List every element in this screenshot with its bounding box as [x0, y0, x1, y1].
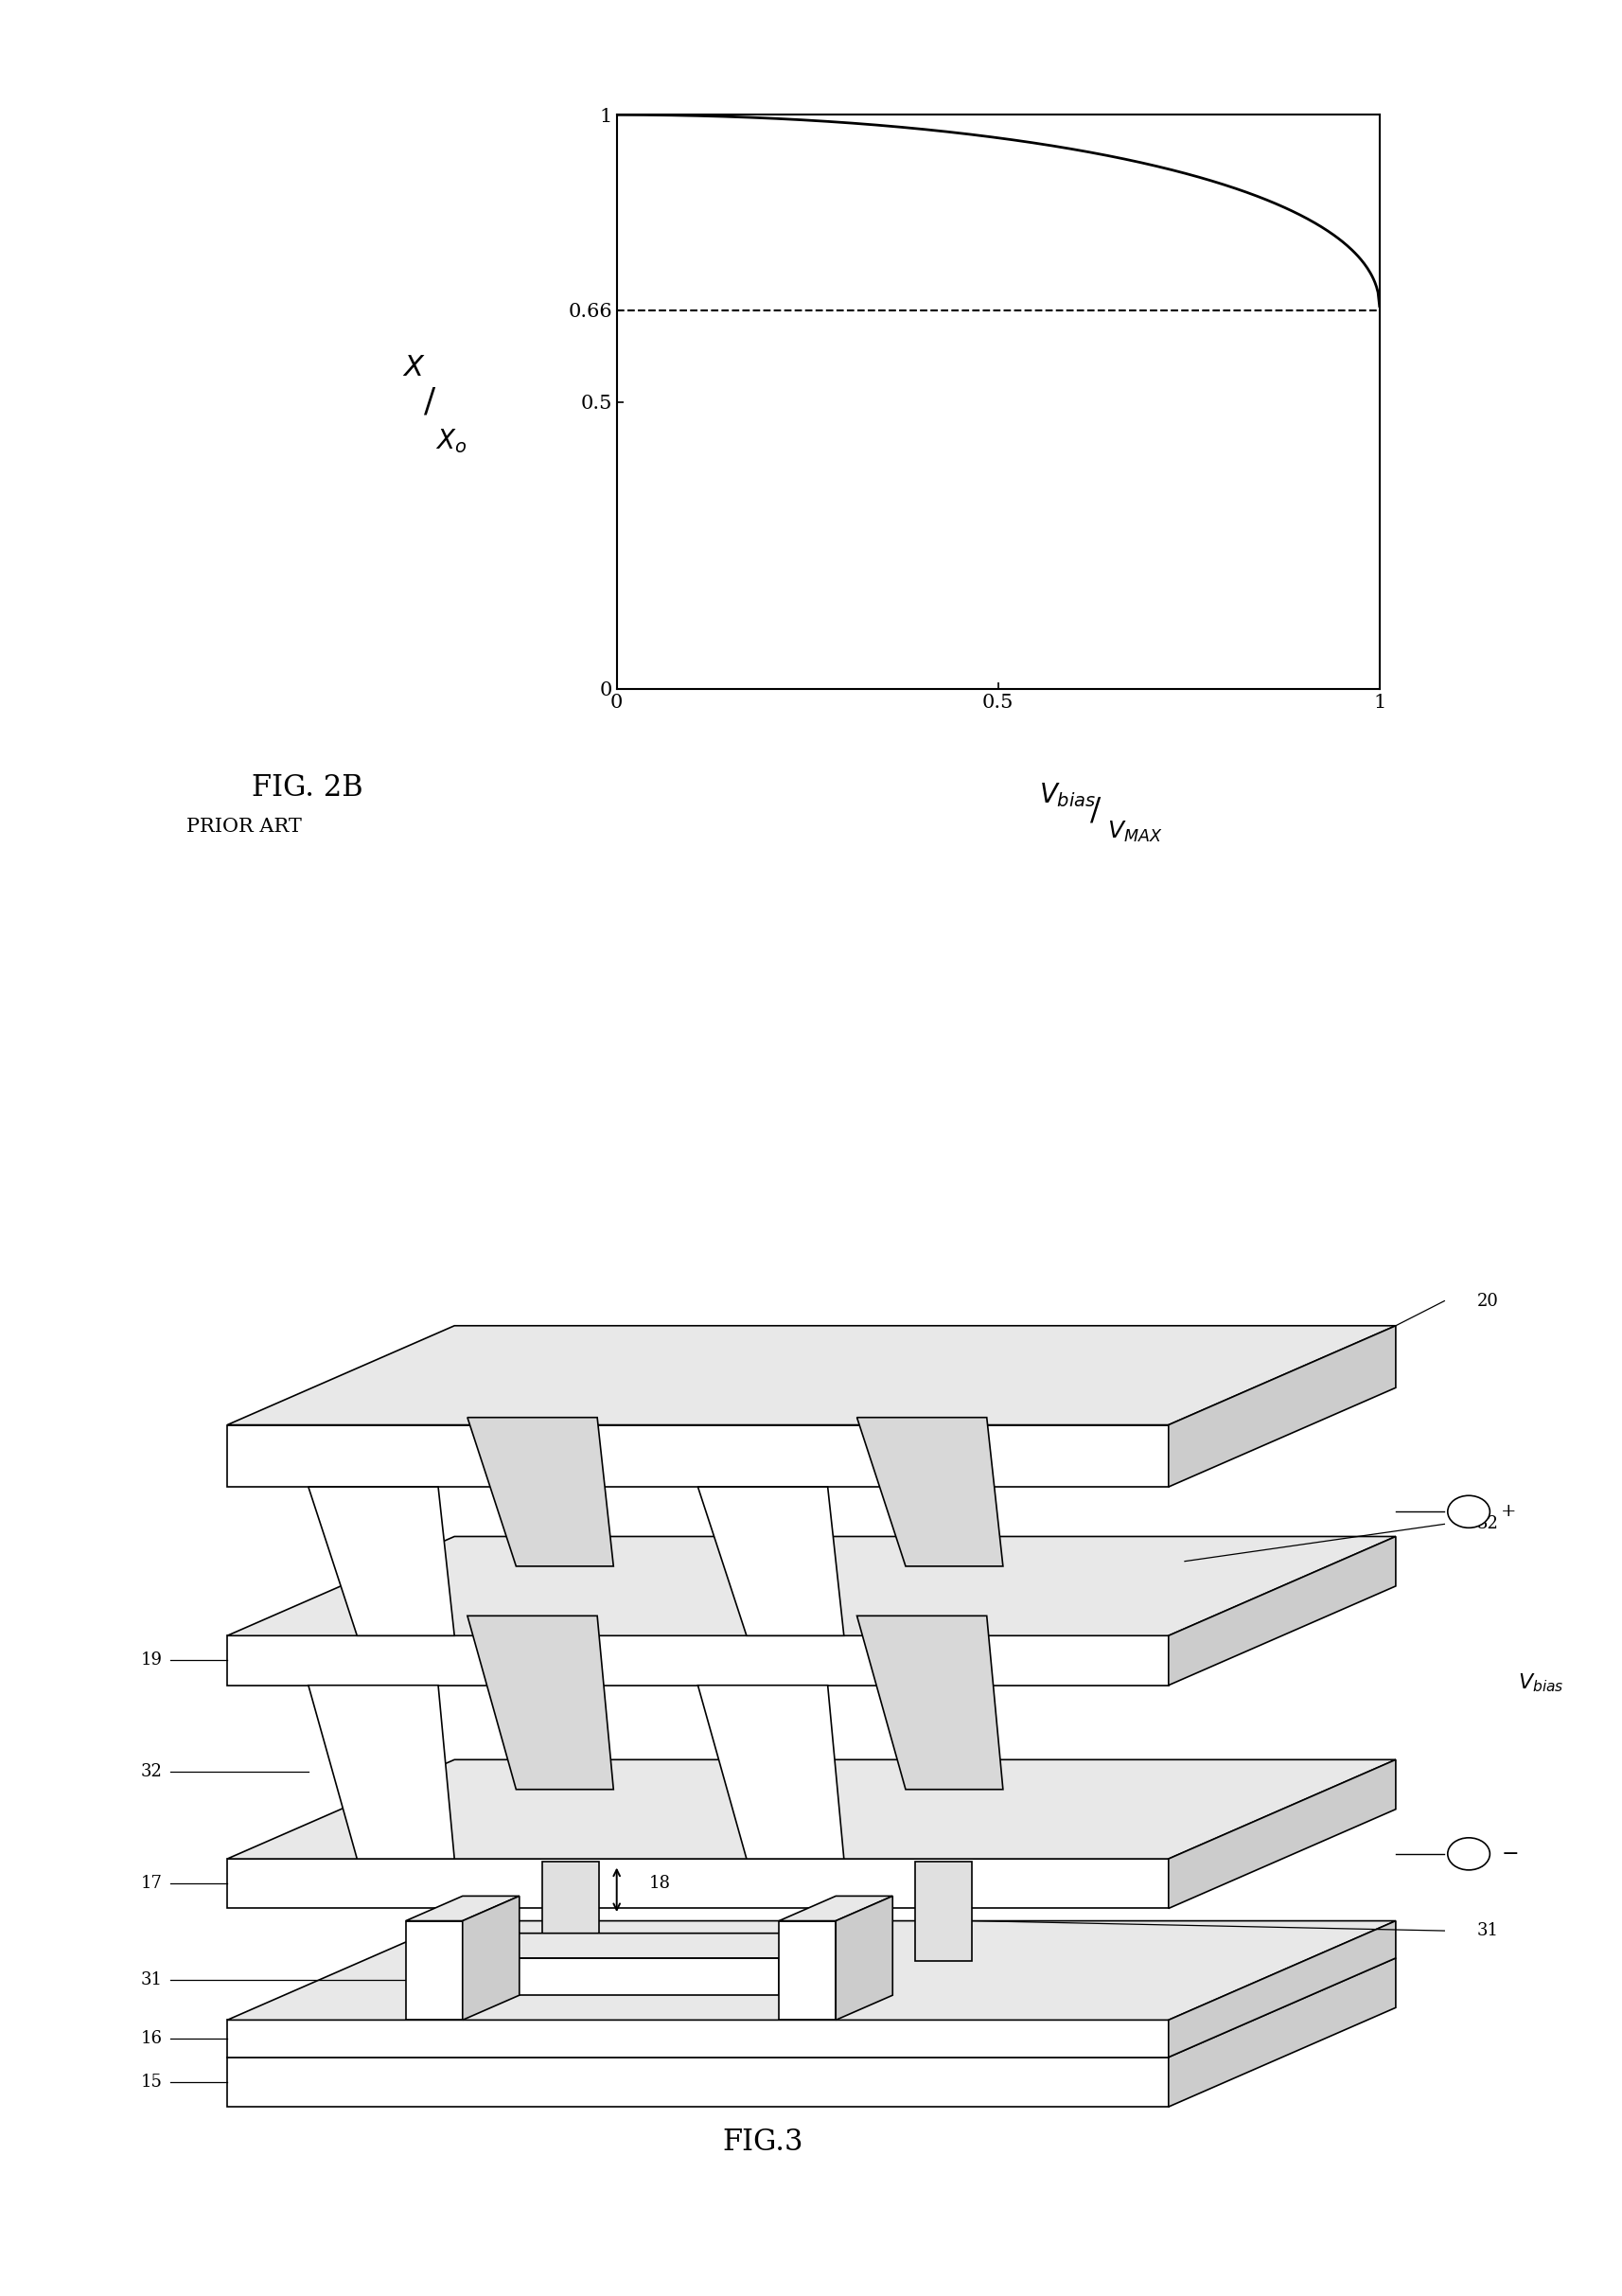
Text: 17: 17 [141, 1876, 162, 1892]
Polygon shape [467, 1616, 613, 1789]
Polygon shape [227, 2020, 1168, 2057]
Polygon shape [227, 1325, 1395, 1426]
Polygon shape [697, 1488, 843, 1635]
Polygon shape [227, 1759, 1395, 1860]
Text: −: − [1500, 1844, 1518, 1864]
Polygon shape [227, 1426, 1168, 1488]
Text: 19: 19 [141, 1651, 162, 1669]
Polygon shape [856, 1417, 1002, 1566]
Text: $V_{bias}$: $V_{bias}$ [1517, 1671, 1562, 1694]
Polygon shape [779, 1896, 892, 1922]
Text: +: + [1500, 1504, 1517, 1520]
Polygon shape [462, 1933, 835, 1958]
Polygon shape [227, 1635, 1168, 1685]
Polygon shape [835, 1896, 892, 2020]
Text: 32: 32 [141, 1763, 162, 1782]
Text: FIG.3: FIG.3 [722, 2128, 803, 2156]
Polygon shape [227, 2057, 1168, 2108]
Polygon shape [406, 1896, 519, 1922]
Polygon shape [542, 1862, 599, 1961]
Text: $X$: $X$ [402, 354, 425, 381]
Text: 32: 32 [1476, 1515, 1497, 1534]
Text: $V_{bias}$: $V_{bias}$ [1038, 781, 1095, 808]
Text: 18: 18 [649, 1876, 670, 1892]
Polygon shape [856, 1616, 1002, 1789]
Polygon shape [462, 1896, 519, 2020]
Text: 31: 31 [141, 1972, 162, 1988]
Polygon shape [779, 1922, 835, 2020]
Text: 15: 15 [141, 2073, 162, 2092]
Polygon shape [227, 1958, 1395, 2057]
Polygon shape [1168, 1922, 1395, 2057]
Polygon shape [915, 1862, 972, 1961]
Polygon shape [406, 1922, 462, 2020]
Polygon shape [308, 1488, 454, 1635]
Text: $X_o$: $X_o$ [435, 427, 467, 455]
Circle shape [1447, 1495, 1489, 1527]
Text: /: / [1090, 797, 1101, 827]
Polygon shape [1168, 1958, 1395, 2108]
Text: 31: 31 [1476, 1922, 1497, 1940]
Polygon shape [308, 1685, 454, 1860]
Circle shape [1447, 1837, 1489, 1869]
Polygon shape [1168, 1536, 1395, 1685]
Polygon shape [227, 1536, 1395, 1635]
Polygon shape [227, 1860, 1168, 1908]
Polygon shape [467, 1417, 613, 1566]
Polygon shape [697, 1685, 843, 1860]
Text: 16: 16 [141, 2030, 162, 2048]
Text: FIG. 2B: FIG. 2B [251, 774, 363, 801]
Polygon shape [1168, 1759, 1395, 1908]
Polygon shape [462, 1958, 779, 1995]
Text: PRIOR ART: PRIOR ART [187, 817, 302, 836]
Text: $V_{MAX}$: $V_{MAX}$ [1106, 820, 1161, 845]
Polygon shape [227, 1922, 1395, 2020]
Polygon shape [1168, 1325, 1395, 1488]
Text: 20: 20 [1476, 1293, 1497, 1309]
Text: /: / [423, 386, 436, 418]
